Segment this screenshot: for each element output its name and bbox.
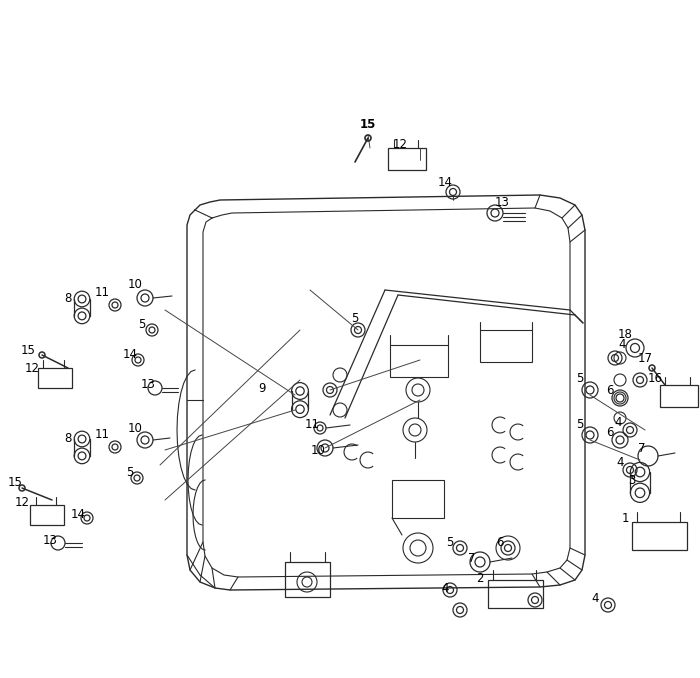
Bar: [480, 330, 532, 362]
Text: 5: 5: [576, 372, 584, 384]
Text: 12: 12: [25, 361, 39, 374]
Text: 5: 5: [139, 319, 146, 332]
Text: 1: 1: [622, 511, 629, 525]
Bar: [392, 480, 444, 518]
Bar: [285, 562, 330, 597]
Text: 5: 5: [576, 418, 584, 431]
Text: 4: 4: [616, 456, 624, 468]
Text: 11: 11: [94, 287, 109, 300]
Text: 15: 15: [8, 477, 22, 490]
Text: 6: 6: [606, 426, 614, 439]
Text: 5: 5: [351, 311, 358, 325]
Text: 10: 10: [127, 279, 142, 292]
Text: 10: 10: [311, 443, 326, 456]
Text: 7: 7: [468, 551, 476, 565]
Text: 8: 8: [64, 431, 71, 445]
Bar: [390, 345, 448, 377]
Bar: [30, 505, 64, 525]
Text: 5: 5: [447, 536, 454, 549]
Text: 12: 12: [15, 496, 29, 508]
Text: 7: 7: [638, 441, 645, 454]
Text: 13: 13: [141, 378, 155, 391]
Bar: [632, 522, 687, 550]
Text: 10: 10: [127, 422, 142, 435]
Text: 14: 14: [122, 348, 137, 361]
Text: 11: 11: [94, 428, 109, 441]
Text: 14: 14: [438, 176, 452, 188]
Bar: [488, 580, 543, 608]
Text: 4: 4: [592, 591, 598, 605]
Text: 3: 3: [629, 473, 636, 487]
Text: 5: 5: [126, 466, 134, 479]
Bar: [388, 148, 426, 170]
Text: 4: 4: [618, 338, 626, 351]
Text: 4: 4: [615, 416, 622, 428]
Text: 17: 17: [638, 351, 652, 365]
Text: 16: 16: [648, 372, 662, 384]
Text: 6: 6: [496, 536, 504, 549]
Text: 14: 14: [71, 508, 85, 521]
Text: 8: 8: [64, 292, 71, 304]
Bar: [660, 385, 698, 407]
Text: 9: 9: [258, 382, 266, 395]
Text: 2: 2: [476, 572, 484, 584]
Text: 13: 13: [495, 195, 510, 209]
Text: 13: 13: [43, 534, 57, 546]
Bar: [38, 368, 72, 388]
Text: 15: 15: [360, 119, 376, 132]
Text: 4: 4: [441, 582, 449, 595]
Text: 11: 11: [304, 418, 319, 431]
Text: 6: 6: [606, 384, 614, 397]
Text: 15: 15: [20, 344, 36, 357]
Text: 12: 12: [393, 138, 407, 151]
Text: 18: 18: [617, 329, 632, 342]
